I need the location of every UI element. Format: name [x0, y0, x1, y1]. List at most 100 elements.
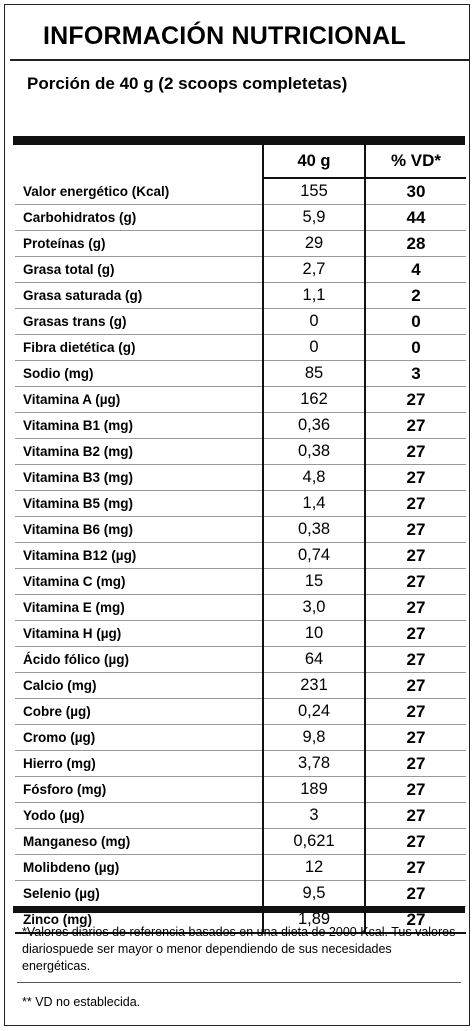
footnote-not-established: ** VD no establecida.	[22, 995, 141, 1009]
table-row: Vitamina B6 (mg) 0,38 27	[15, 516, 466, 543]
portion-size: Porción de 40 g (2 scoops completetas)	[27, 74, 348, 93]
table-row: Grasas trans (g) 0 0	[15, 308, 466, 335]
nutrient-name: Hierro (mg)	[15, 750, 263, 777]
nutrition-table: 40 g % VD* Valor energético (Kcal) 155 30 C…	[15, 145, 466, 934]
nutrient-name: Vitamina B3 (mg)	[15, 464, 263, 491]
nutrient-vd: 0	[365, 334, 466, 361]
nutrient-vd: 27	[365, 620, 466, 647]
nutrient-amount: 29	[262, 230, 366, 257]
nutrient-amount: 189	[262, 776, 366, 803]
nutrient-vd: 27	[365, 594, 466, 621]
nutrition-label: INFORMACIÓN NUTRICIONAL Porción de 40 g …	[4, 4, 470, 1026]
nutrient-amount: 162	[262, 386, 366, 413]
nutrient-name: Molibdeno (µg)	[15, 854, 263, 881]
footnote-reference: *Valores diarios de referencia basados e…	[22, 925, 456, 973]
footnote-divider	[17, 982, 461, 983]
nutrient-amount: 0	[262, 308, 366, 335]
nutrient-amount: 64	[262, 646, 366, 673]
nutrient-name: Manganeso (mg)	[15, 828, 263, 855]
table-row: Calcio (mg) 231 27	[15, 672, 466, 699]
nutrient-name: Grasa total (g)	[15, 256, 263, 283]
table-row: Vitamina H (µg) 10 27	[15, 620, 466, 647]
table-row: Grasa saturada (g) 1,1 2	[15, 282, 466, 309]
nutrient-vd: 27	[365, 568, 466, 595]
nutrient-name: Vitamina B12 (µg)	[15, 542, 263, 569]
nutrient-name: Fibra dietética (g)	[15, 334, 263, 361]
nutrient-name: Cobre (µg)	[15, 698, 263, 725]
nutrient-amount: 2,7	[262, 256, 366, 283]
nutrient-name: Vitamina H (µg)	[15, 620, 263, 647]
nutrient-name: Cromo (µg)	[15, 724, 263, 751]
nutrient-vd: 27	[365, 646, 466, 673]
nutrient-vd: 27	[365, 880, 466, 907]
nutrient-name: Fósforo (mg)	[15, 776, 263, 803]
nutrient-amount: 12	[262, 854, 366, 881]
nutrient-amount: 1,1	[262, 282, 366, 309]
table-row: Hierro (mg) 3,78 27	[15, 750, 466, 777]
nutrient-amount: 3	[262, 802, 366, 829]
nutrient-amount: 9,8	[262, 724, 366, 751]
table-row: Fósforo (mg) 189 27	[15, 776, 466, 803]
table-row: Vitamina B3 (mg) 4,8 27	[15, 464, 466, 491]
nutrient-name: Carbohidratos (g)	[15, 204, 263, 231]
nutrient-name: Vitamina B6 (mg)	[15, 516, 263, 543]
nutrient-amount: 85	[262, 360, 366, 387]
nutrient-name: Ácido fólico (µg)	[15, 646, 263, 673]
nutrient-vd: 27	[365, 828, 466, 855]
nutrient-amount: 1,4	[262, 490, 366, 517]
nutrient-amount: 10	[262, 620, 366, 647]
nutrient-vd: 27	[365, 672, 466, 699]
table-row: Fibra dietética (g) 0 0	[15, 334, 466, 361]
nutrient-vd: 27	[365, 516, 466, 543]
header-name-cell	[15, 145, 263, 178]
nutrient-vd: 27	[365, 464, 466, 491]
nutrient-vd: 27	[365, 776, 466, 803]
nutrient-name: Selenio (µg)	[15, 880, 263, 907]
label-title: INFORMACIÓN NUTRICIONAL	[43, 22, 406, 50]
header-amount: 40 g	[262, 145, 366, 179]
nutrient-amount: 3,78	[262, 750, 366, 777]
table-row: Cobre (µg) 0,24 27	[15, 698, 466, 725]
nutrient-amount: 9,5	[262, 880, 366, 907]
nutrient-vd: 3	[365, 360, 466, 387]
nutrient-name: Vitamina A (µg)	[15, 386, 263, 413]
nutrient-name: Vitamina B1 (mg)	[15, 412, 263, 439]
nutrient-amount: 0,621	[262, 828, 366, 855]
nutrient-name: Proteínas (g)	[15, 230, 263, 257]
nutrient-name: Vitamina B2 (mg)	[15, 438, 263, 465]
table-row: Ácido fólico (µg) 64 27	[15, 646, 466, 673]
nutrient-vd: 44	[365, 204, 466, 231]
table-row: Manganeso (mg) 0,621 27	[15, 828, 466, 855]
nutrient-name: Calcio (mg)	[15, 672, 263, 699]
nutrient-amount: 155	[262, 178, 366, 205]
table-row: Vitamina B1 (mg) 0,36 27	[15, 412, 466, 439]
nutrient-amount: 231	[262, 672, 366, 699]
nutrient-vd: 27	[365, 854, 466, 881]
table-row: Vitamina B12 (µg) 0,74 27	[15, 542, 466, 569]
table-top-bar	[13, 136, 465, 145]
nutrient-vd: 30	[365, 178, 466, 205]
nutrient-name: Grasa saturada (g)	[15, 282, 263, 309]
table-row: Vitamina B2 (mg) 0,38 27	[15, 438, 466, 465]
table-bottom-bar	[13, 906, 465, 913]
nutrient-vd: 27	[365, 802, 466, 829]
table-header-row: 40 g % VD*	[15, 145, 466, 179]
nutrient-amount: 0,24	[262, 698, 366, 725]
nutrient-amount: 0	[262, 334, 366, 361]
nutrient-vd: 2	[365, 282, 466, 309]
nutrient-vd: 27	[365, 724, 466, 751]
table-row: Valor energético (Kcal) 155 30	[15, 178, 466, 205]
nutrient-name: Grasas trans (g)	[15, 308, 263, 335]
nutrient-vd: 0	[365, 308, 466, 335]
table-row: Grasa total (g) 2,7 4	[15, 256, 466, 283]
nutrient-vd: 27	[365, 542, 466, 569]
table-row: Selenio (µg) 9,5 27	[15, 880, 466, 907]
nutrient-amount: 0,36	[262, 412, 366, 439]
table-row: Carbohidratos (g) 5,9 44	[15, 204, 466, 231]
nutrient-amount: 4,8	[262, 464, 366, 491]
nutrient-vd: 27	[365, 438, 466, 465]
nutrient-name: Valor energético (Kcal)	[15, 178, 263, 205]
nutrient-name: Vitamina B5 (mg)	[15, 490, 263, 517]
table-row: Vitamina A (µg) 162 27	[15, 386, 466, 413]
title-divider	[10, 59, 469, 61]
